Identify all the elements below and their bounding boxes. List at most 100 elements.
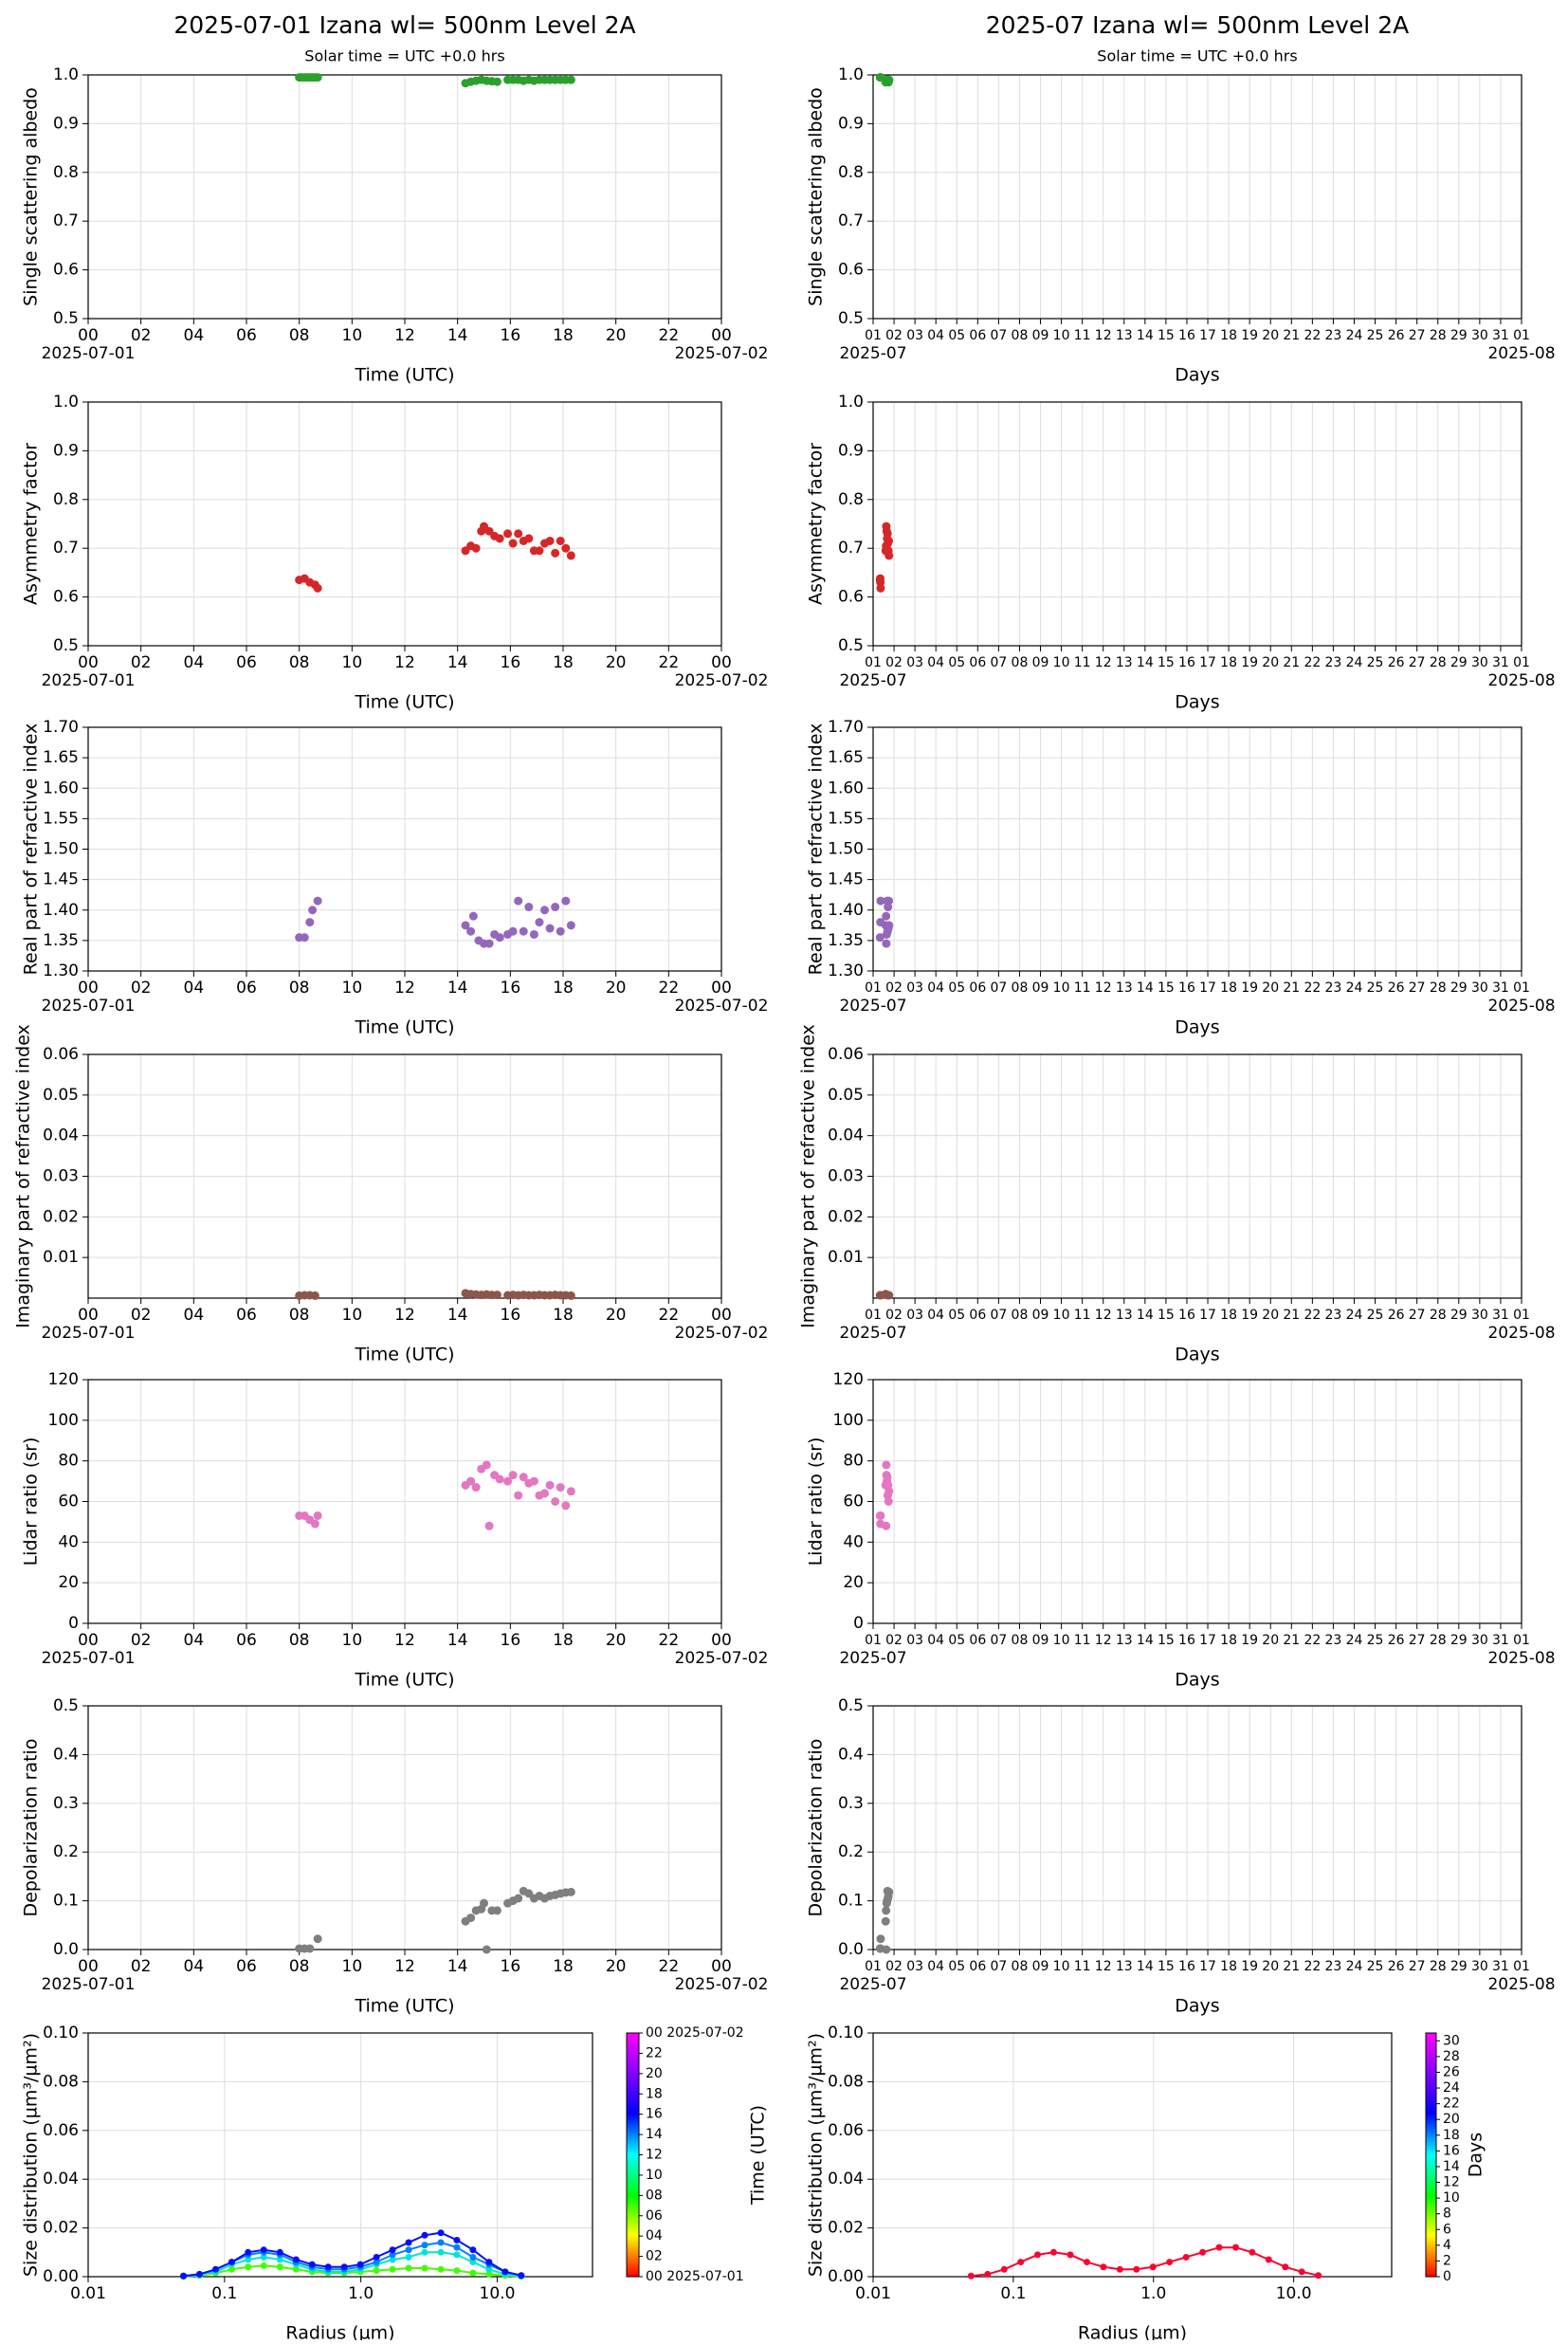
data-point <box>508 1471 518 1480</box>
y-tick-label: 0.5 <box>53 309 79 328</box>
x-tick-label: 21 <box>1283 1633 1300 1648</box>
x-tick-label: 19 <box>1241 1959 1258 1974</box>
y-tick-label: 0.03 <box>43 1167 79 1186</box>
x-tick-label: 02 <box>131 653 152 672</box>
data-point <box>1298 2268 1305 2276</box>
plot-frame <box>872 1379 1522 1624</box>
data-point <box>480 1898 488 1908</box>
data-point <box>566 921 575 930</box>
data-point <box>884 896 894 906</box>
data-point <box>1199 2248 1207 2256</box>
colorbar-tick-label: 26 <box>1443 2064 1460 2079</box>
data-point <box>1149 2263 1157 2271</box>
data-point <box>308 906 318 915</box>
plot-frame <box>87 2032 593 2278</box>
x-tick-label: 17 <box>1199 1633 1216 1648</box>
x-axis-label: Days <box>1175 365 1219 386</box>
x-tick-sublabel: 2025-07-02 <box>675 344 769 363</box>
x-tick-label: 10 <box>342 1957 363 1976</box>
x-tick-label: 22 <box>1304 1633 1321 1648</box>
data-point <box>1265 2256 1272 2263</box>
x-tick-label: 10 <box>342 326 363 345</box>
x-tick-label: 02 <box>885 328 903 343</box>
y-tick-label: 0.4 <box>53 1745 79 1764</box>
x-tick-label: 04 <box>927 1959 944 1974</box>
x-tick-label: 07 <box>990 1959 1007 1974</box>
x-tick-label: 31 <box>1492 1959 1509 1974</box>
y-tick-label: 0.6 <box>838 261 864 280</box>
x-tick-label: 08 <box>1012 1633 1029 1648</box>
data-point <box>884 1887 894 1896</box>
x-tick-sublabel: 2025-08 <box>1487 1324 1555 1343</box>
data-point <box>495 933 504 943</box>
x-tick-label: 30 <box>1471 1308 1488 1323</box>
x-tick-label: 04 <box>927 655 944 670</box>
x-tick-label: 11 <box>1074 1959 1091 1974</box>
data-point <box>882 1906 891 1915</box>
x-tick-label: 17 <box>1199 980 1216 996</box>
y-tick-label: 1.30 <box>43 961 79 980</box>
x-tick-label: 06 <box>236 326 257 345</box>
x-tick-label: 29 <box>1450 1308 1468 1323</box>
data-point <box>492 77 501 86</box>
x-tick-label: 22 <box>1304 980 1321 996</box>
x-tick-label: 01 <box>1513 1308 1530 1323</box>
x-tick-label: 14 <box>447 979 468 998</box>
data-point <box>1249 2248 1256 2256</box>
y-tick-label: 0.00 <box>43 2267 79 2286</box>
colorbar-tick-label: 16 <box>1443 2143 1460 2158</box>
y-tick-label: 0.02 <box>828 2219 864 2238</box>
x-tick-label: 06 <box>236 1631 257 1650</box>
x-tick-label: 31 <box>1492 328 1509 343</box>
data-point <box>313 1934 322 1944</box>
y-tick-label: 60 <box>843 1492 864 1511</box>
x-tick-label: 14 <box>1137 980 1154 996</box>
data-point <box>876 583 885 593</box>
data-line <box>183 2231 522 2278</box>
data-point <box>482 1460 491 1470</box>
x-tick-label: 20 <box>606 1631 627 1650</box>
y-axis-label: Imaginary part of refractive index <box>798 1024 819 1328</box>
y-tick-label: 0.03 <box>828 1167 864 1186</box>
x-tick-label: 17 <box>1199 655 1216 670</box>
colorbar-tick-label: 10 <box>646 2168 663 2183</box>
data-point <box>313 583 322 593</box>
x-tick-label: 02 <box>885 1959 903 1974</box>
x-tick-label: 18 <box>553 979 574 998</box>
data-point <box>566 551 575 560</box>
y-tick-label: 1.65 <box>43 748 79 767</box>
x-tick-label: 08 <box>1012 980 1029 996</box>
colorbar-tick-label: 06 <box>646 2208 663 2224</box>
x-tick-label: 05 <box>948 1959 965 1974</box>
y-tick-label: 0.9 <box>53 114 79 133</box>
y-tick-label: 0.5 <box>53 1696 79 1715</box>
data-point <box>195 2270 203 2278</box>
x-tick-label: 24 <box>1346 328 1363 343</box>
x-tick-label: 09 <box>1032 1308 1049 1323</box>
colorbar-tick-label: 28 <box>1443 2049 1460 2064</box>
data-point <box>276 2248 283 2256</box>
data-point <box>556 926 565 936</box>
x-tick-label: 21 <box>1283 980 1300 996</box>
x-tick-label: 14 <box>1137 1308 1154 1323</box>
x-tick-label: 13 <box>1116 980 1133 996</box>
data-point <box>884 1497 893 1506</box>
colorbar-tick-label: 8 <box>1443 2207 1451 2222</box>
x-tick-label: 04 <box>184 326 205 345</box>
x-axis-label: Radius (µm) <box>285 2323 394 2341</box>
plot-frame <box>87 1379 722 1624</box>
y-tick-label: 1.55 <box>43 809 79 828</box>
y-tick-label: 1.0 <box>53 65 79 84</box>
data-point <box>373 2267 380 2275</box>
data-point <box>180 2272 188 2280</box>
y-tick-label: 0.5 <box>53 636 79 655</box>
colorbar-tick-label: 00 2025-07-02 <box>646 2025 744 2041</box>
x-tick-label: 25 <box>1367 1633 1384 1648</box>
x-tick-label: 12 <box>394 1631 415 1650</box>
data-point <box>566 75 575 84</box>
x-axis-label: Time (UTC) <box>354 365 454 386</box>
y-tick-label: 0 <box>853 1614 864 1633</box>
data-point <box>389 2246 396 2254</box>
data-point <box>876 896 885 906</box>
data-point <box>466 926 476 936</box>
